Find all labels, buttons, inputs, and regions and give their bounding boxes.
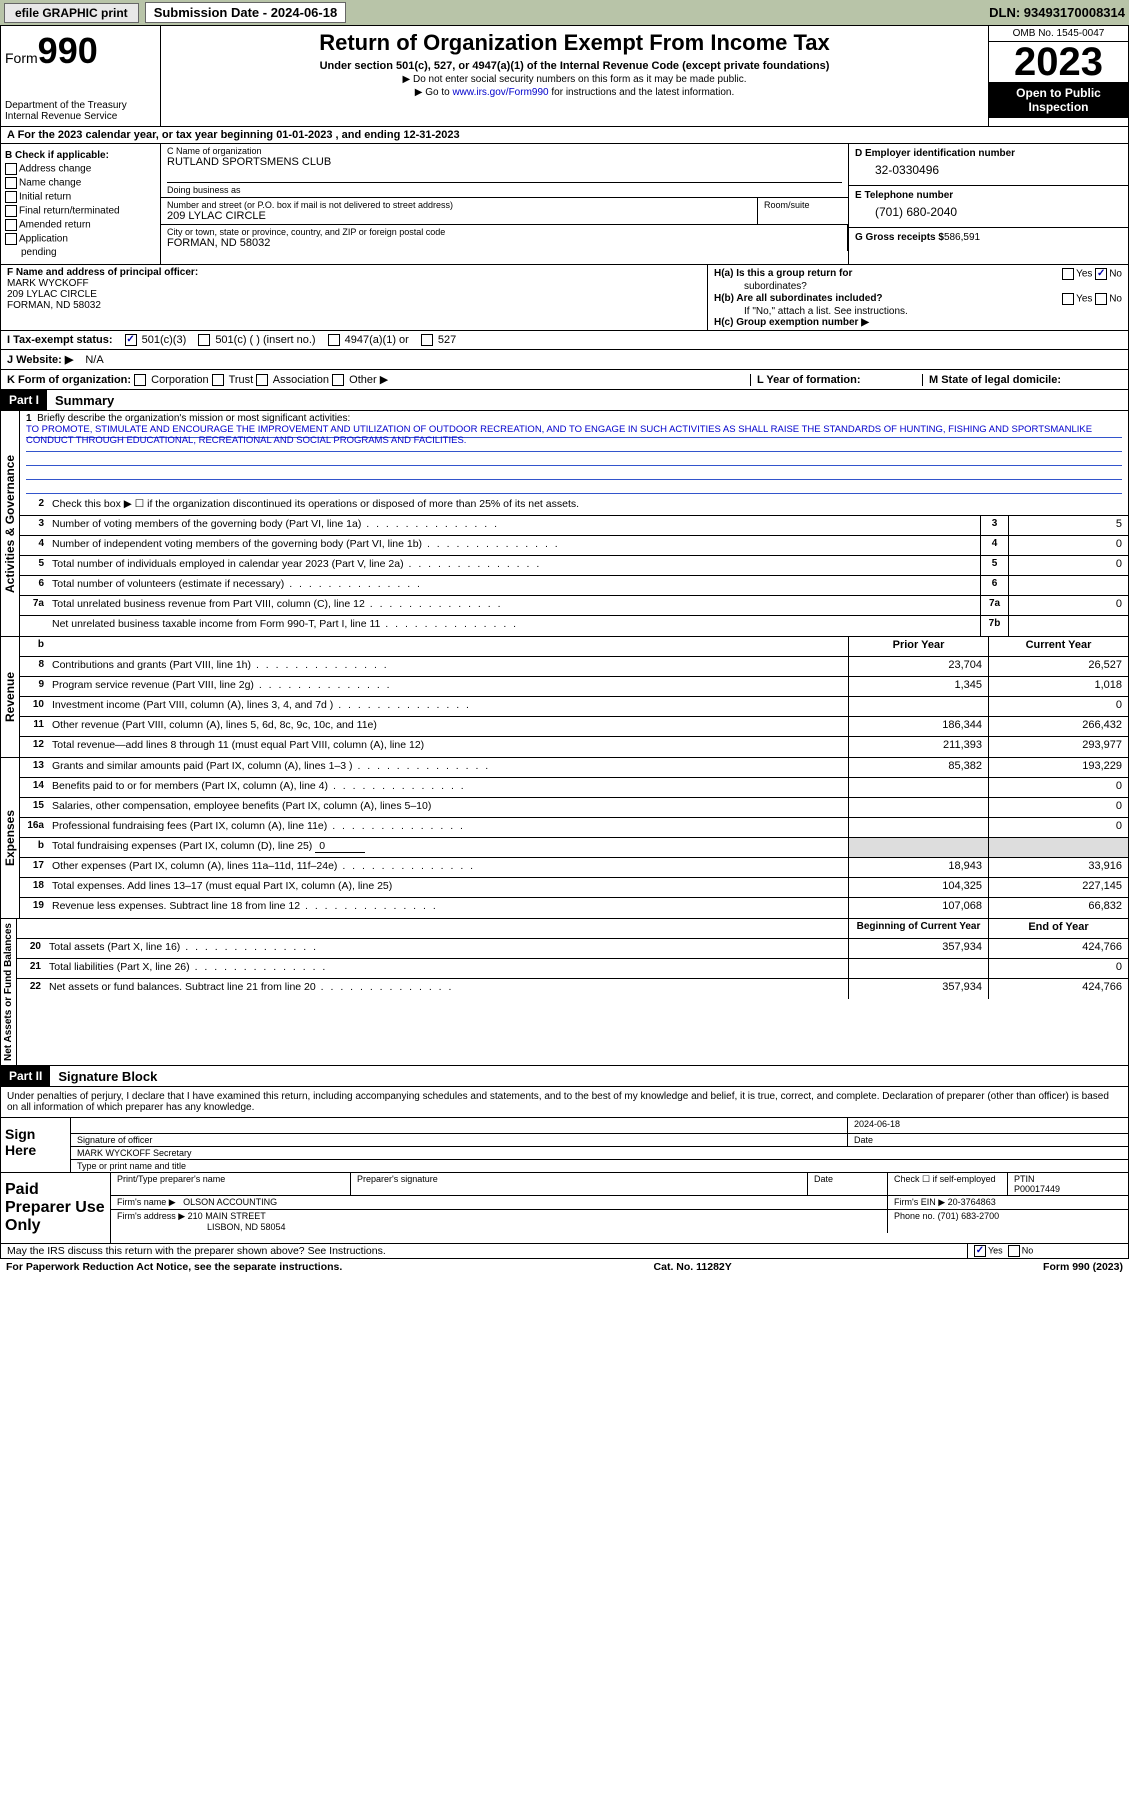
part1-header: Part I Summary [0,390,1129,411]
row-j: J Website: ▶ N/A [0,350,1129,370]
topbar: efile GRAPHIC print Submission Date - 20… [0,0,1129,25]
subtitle-2: ▶ Do not enter social security numbers o… [169,74,980,85]
efile-btn[interactable]: efile GRAPHIC print [4,3,139,23]
revenue-section: Revenue bPrior YearCurrent Year 8Contrib… [0,637,1129,758]
dln: DLN: 93493170008314 [989,5,1125,20]
row-k: K Form of organization: Corporation Trus… [0,370,1129,390]
form-header: Form990 Department of the Treasury Inter… [0,25,1129,127]
expenses-section: Expenses 13Grants and similar amounts pa… [0,758,1129,919]
col-b: B Check if applicable: Address change Na… [1,144,161,264]
subtitle-3: ▶ Go to www.irs.gov/Form990 for instruct… [169,87,980,98]
street: 209 LYLAC CIRCLE [167,210,751,222]
info-grid: B Check if applicable: Address change Na… [0,144,1129,265]
tax-year: 2023 [989,42,1128,82]
form-label: Form [5,50,38,66]
irs-label: Internal Revenue Service [5,111,156,122]
gross-receipts: 586,591 [944,232,980,243]
signature-block: Under penalties of perjury, I declare th… [0,1087,1129,1259]
footer: For Paperwork Reduction Act Notice, see … [0,1259,1129,1275]
fh-row: F Name and address of principal officer:… [0,265,1129,331]
open-public: Open to Public Inspection [989,82,1128,118]
netassets-section: Net Assets or Fund Balances Beginning of… [0,919,1129,1066]
org-name: RUTLAND SPORTSMENS CLUB [167,156,842,168]
phone: (701) 680-2040 [855,201,1122,223]
part2-header: Part II Signature Block [0,1066,1129,1087]
row-a: A For the 2023 calendar year, or tax yea… [0,127,1129,144]
subtitle-1: Under section 501(c), 527, or 4947(a)(1)… [169,60,980,72]
form-number: 990 [38,30,98,71]
city: FORMAN, ND 58032 [167,237,841,249]
governance-section: Activities & Governance 1 Briefly descri… [0,411,1129,637]
form-title: Return of Organization Exempt From Incom… [169,30,980,56]
ein: 32-0330496 [855,159,1122,181]
dept-label: Department of the Treasury [5,100,156,111]
submission-date: Submission Date - 2024-06-18 [145,2,347,23]
instructions-link[interactable]: www.irs.gov/Form990 [452,87,548,98]
row-i: I Tax-exempt status: 501(c)(3) 501(c) ( … [0,331,1129,350]
